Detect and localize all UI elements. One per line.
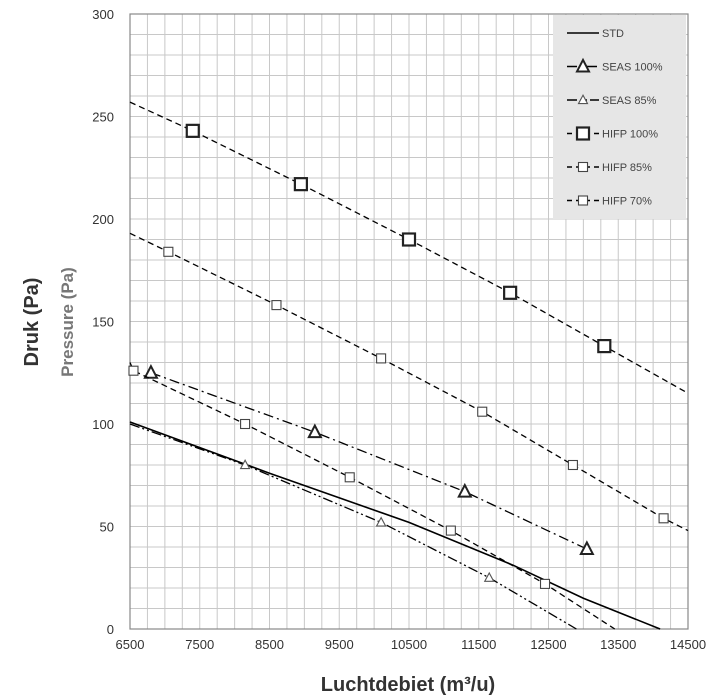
legend-marker: [577, 195, 589, 206]
y-tick-label: 0: [107, 622, 114, 637]
legend-marker: [577, 94, 589, 105]
data-point: [539, 578, 551, 589]
x-tick-label: 13500: [600, 637, 636, 652]
series-hifp-100: [129, 101, 689, 394]
legend-label: SEAS 85%: [602, 95, 657, 107]
legend-entry-hifp-70: HIFP 70%: [567, 195, 652, 208]
data-point: [457, 482, 473, 498]
y-axis-label: Druk (Pa): [21, 278, 43, 367]
data-point: [293, 177, 308, 192]
data-point: [271, 300, 282, 311]
tick-labels: 6500 7500 8500 9500 10500 11500 12500 13500 1450…: [92, 7, 706, 652]
data-point: [658, 513, 669, 524]
data-point: [163, 246, 174, 257]
data-point: [503, 285, 518, 300]
data-point: [477, 406, 488, 417]
data-point: [401, 232, 417, 247]
y-tick-label: 250: [92, 110, 114, 125]
x-tick-label: 10500: [391, 637, 427, 652]
legend-box: [553, 15, 686, 219]
data-point: [143, 363, 159, 379]
x-tick-label: 8500: [255, 637, 284, 652]
x-tick-label: 12500: [530, 637, 566, 652]
y-tick-label: 50: [100, 520, 114, 535]
series-seas-85: [129, 423, 577, 630]
legend-label: HIFP 100%: [602, 129, 658, 141]
legend-label: HIFP 70%: [602, 196, 652, 208]
data-point: [579, 540, 595, 555]
series-line-hifp-85: [129, 232, 689, 532]
data-point: [445, 525, 456, 536]
series-seas-100: [143, 363, 595, 555]
legend-entry-seas-85: SEAS 85%: [567, 94, 657, 107]
x-tick-label: 9500: [325, 637, 354, 652]
data-point: [567, 459, 578, 471]
data-point: [483, 571, 495, 582]
legend-label: HIFP 85%: [602, 162, 652, 174]
legend-entry-hifp-100: HIFP 100%: [567, 126, 658, 141]
legend-entry-std: STD: [567, 28, 624, 40]
data-point: [307, 423, 323, 439]
data-point: [344, 472, 355, 483]
data-point: [375, 516, 387, 527]
data-point: [597, 339, 612, 354]
series-layer: [128, 101, 689, 630]
series-line-seas-100: [150, 372, 588, 550]
y-axis-label-secondary: Pressure (Pa): [58, 267, 77, 377]
legend-entry-seas-100: SEAS 100%: [567, 57, 663, 74]
y-tick-label: 300: [92, 7, 114, 22]
legend-marker: [575, 57, 591, 73]
legend-marker: [577, 161, 589, 173]
y-tick-label: 100: [92, 417, 114, 432]
legend-marker: [575, 126, 591, 141]
x-tick-label: 11500: [461, 637, 496, 652]
data-point: [240, 418, 251, 430]
legend-label: STD: [602, 28, 624, 40]
x-tick-label: 14500: [670, 637, 706, 652]
plot-border: [129, 13, 689, 630]
y-tick-label: 150: [92, 315, 114, 330]
legend-label: SEAS 100%: [602, 62, 663, 74]
legend: STD SEAS 100% SEAS 85% HIFP 100% HIFP 85% HIF…: [553, 15, 686, 219]
x-axis-label: Luchtdebiet (m³/u): [321, 674, 495, 696]
data-point: [128, 365, 139, 376]
x-tick-label: 6500: [116, 637, 145, 652]
x-tick-label: 7500: [185, 637, 214, 652]
series-hifp-85: [129, 232, 689, 532]
y-tick-label: 200: [92, 212, 114, 227]
data-point: [376, 353, 387, 364]
data-point: [185, 123, 200, 138]
series-hifp-70: [128, 362, 616, 630]
data-point: [239, 459, 251, 470]
legend-entry-hifp-85: HIFP 85%: [567, 161, 652, 174]
